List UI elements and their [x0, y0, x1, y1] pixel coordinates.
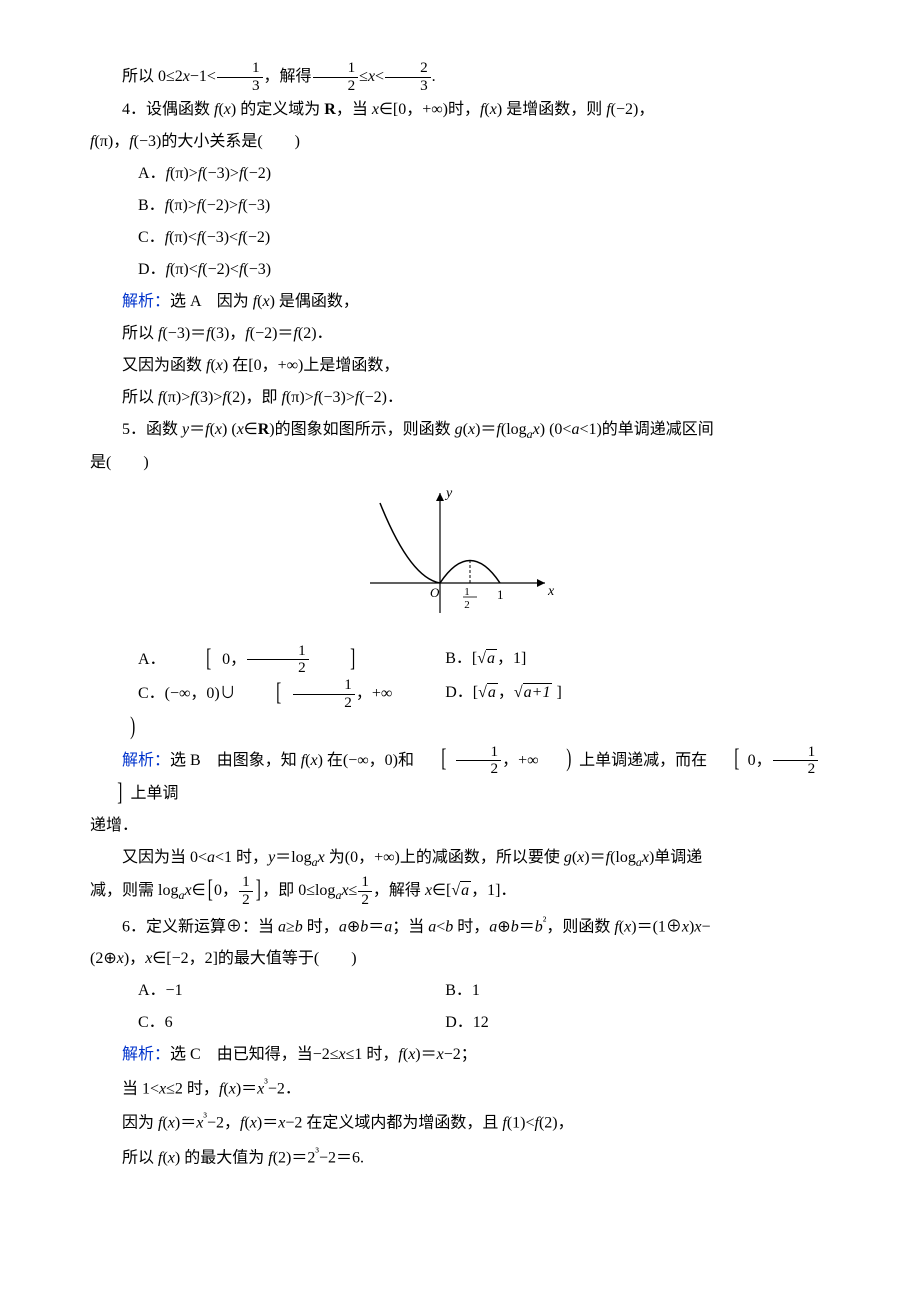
q6-sol-2: 因为 f(x)＝x³−2，f(x)＝x−2 在定义域内都为增函数，且 f(1)<… [90, 1105, 830, 1139]
q4-option-b: B．f(π)>f(−2)>f(−3) [90, 190, 830, 222]
q6-stem: 6．定义新运算⊕：当 a≥b 时，a⊕b＝a；当 a<b 时，a⊕b＝b²，则函… [90, 909, 830, 943]
q4-sol-3: 所以 f(π)>f(3)>f(2)，即 f(π)>f(−3)>f(−2)． [90, 382, 830, 414]
q5-answer: 解析：选 B 由图象，知 f(x) 在(−∞，0)和[12，+∞)上单调递减，而… [90, 744, 830, 810]
frac-1-2: 12 [313, 60, 359, 94]
q4-option-c: C．f(π)<f(−3)<f(−2) [90, 222, 830, 254]
q4-answer: 解析：选 A 因为 f(x) 是偶函数， [90, 286, 830, 318]
q4-stem-2: f(π)，f(−3)的大小关系是( ) [90, 126, 830, 158]
q6-sol-1: 当 1<x≤2 时，f(x)＝x³−2． [90, 1071, 830, 1105]
q5-sol-1: 又因为当 0<a<1 时，y＝logax 为(0，+∞)上的减函数，所以要使 g… [90, 842, 830, 874]
q4-option-d: D．f(π)<f(−2)<f(−3) [90, 254, 830, 286]
q5-sol-2: 减，则需 logax∈[0，12]，即 0≤logax≤12，解得 x∈[a，1… [90, 874, 830, 908]
q4-stem: 4．设偶函数 f(x) 的定义域为 R，当 x∈[0，+∞)时，f(x) 是增函… [90, 94, 830, 126]
q5-stem: 5．函数 y＝f(x) (x∈R)的图象如图所示，则函数 g(x)＝f(loga… [90, 414, 830, 446]
svg-text:1: 1 [497, 587, 504, 602]
continuation-line: 所以 0≤2x−1<13，解得12≤x<23. [90, 60, 830, 94]
x-axis-label: x [547, 584, 555, 599]
svg-text:2: 2 [464, 599, 470, 611]
answer-label: 解析： [122, 751, 170, 768]
q6-options-row1: A．−1B．1 [90, 975, 830, 1007]
q4-option-a: A．f(π)>f(−3)>f(−2) [90, 158, 830, 190]
q4-sol-2: 又因为函数 f(x) 在[0，+∞)上是增函数， [90, 350, 830, 382]
q6-answer: 解析：选 C 由已知得，当−2≤x≤1 时，f(x)＝x−2； [90, 1039, 830, 1071]
q5-options-row1: A．[0，12] B．[a，1] [90, 643, 830, 677]
answer-label: 解析： [122, 293, 170, 310]
svg-text:1: 1 [464, 586, 470, 598]
answer-label: 解析： [122, 1046, 170, 1063]
frac-1-3: 13 [217, 60, 263, 94]
q6-sol-3: 所以 f(x) 的最大值为 f(2)＝2³−2＝6. [90, 1140, 830, 1174]
q5-answer-2: 递增． [90, 810, 830, 842]
q6-stem-2: (2⊕x)，x∈[−2，2]的最大值等于( ) [90, 943, 830, 975]
q4-sol-1: 所以 f(−3)＝f(3)，f(−2)＝f(2)． [90, 318, 830, 350]
y-axis-label: y [444, 486, 453, 501]
frac-2-3: 23 [385, 60, 431, 94]
q6-options-row2: C．6D．12 [90, 1007, 830, 1039]
q5-options-row2: C．(−∞，0)∪[12，+∞) D．[a，a+1 ] [90, 677, 830, 743]
q5-stem-2: 是( ) [90, 447, 830, 479]
origin-label: O [430, 585, 440, 600]
q5-graph: O x y 1 2 1 [90, 483, 830, 635]
